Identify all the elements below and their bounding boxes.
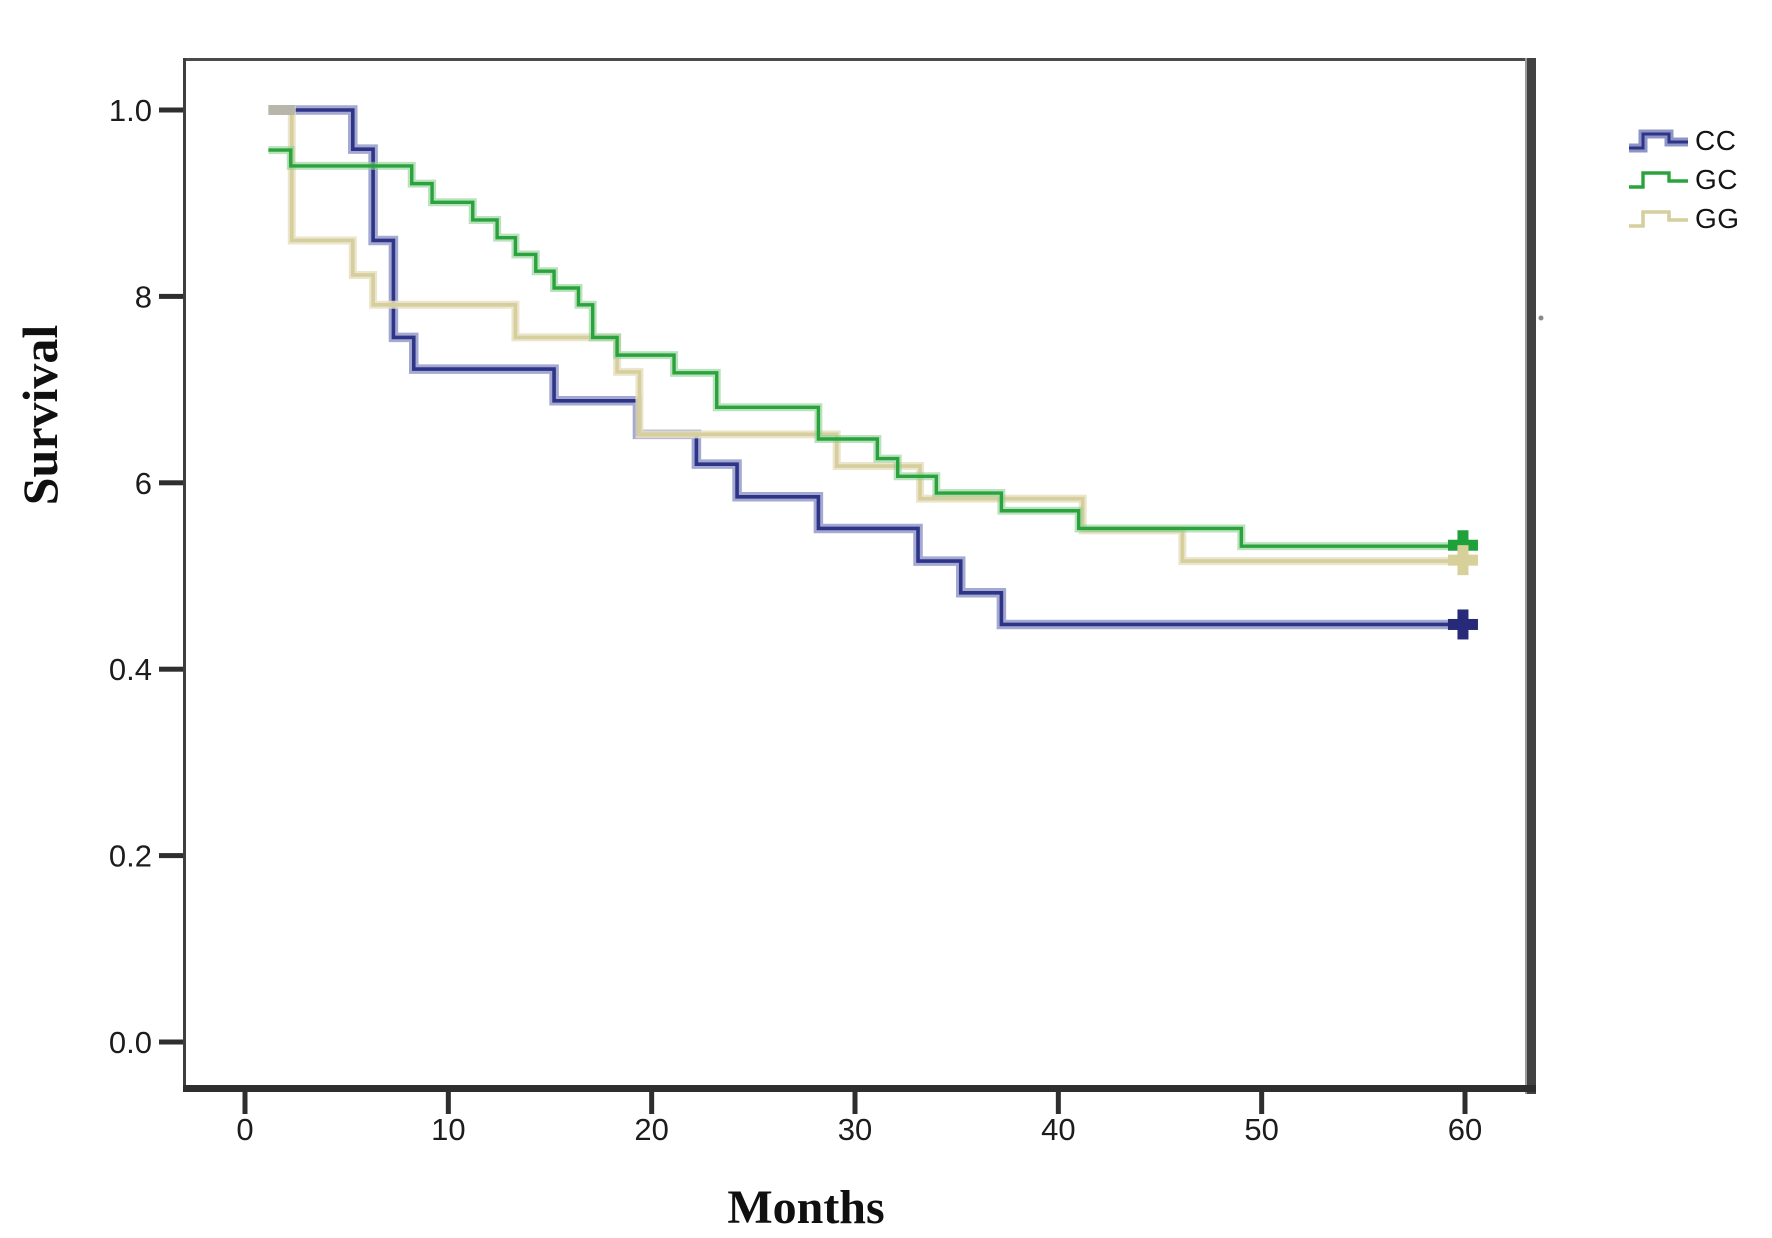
x-axis-title: Months xyxy=(727,1181,885,1234)
series-halo-gc xyxy=(268,146,1478,551)
plot-frame-left xyxy=(183,58,186,1088)
legend-label: GC xyxy=(1695,163,1738,195)
x-tick-label: 10 xyxy=(431,1112,465,1147)
plot-frame-right-light xyxy=(1525,58,1527,1094)
y-tick xyxy=(159,293,183,299)
x-tick xyxy=(1259,1092,1265,1114)
gg-step-line-icon xyxy=(1629,209,1688,228)
series-line-gg xyxy=(268,108,1478,563)
x-tick-label: 50 xyxy=(1244,1112,1278,1147)
plot-frame-bottom xyxy=(183,1085,1536,1092)
y-tick-label: 1.0 xyxy=(109,93,152,128)
y-tick xyxy=(159,666,183,672)
y-tick xyxy=(159,1039,183,1045)
legend: CC GC GG xyxy=(1626,121,1740,238)
x-tick-label: 0 xyxy=(236,1112,253,1147)
x-tick-label: 60 xyxy=(1448,1112,1482,1147)
cc-step-line-icon xyxy=(1629,129,1688,152)
censor-mark-gg xyxy=(1457,545,1469,576)
legend-label: CC xyxy=(1695,124,1737,156)
plot-frame-right xyxy=(1527,58,1536,1094)
x-tick-label: 30 xyxy=(838,1112,872,1147)
y-tick-label: 0.0 xyxy=(109,1025,152,1060)
x-tick-label: 20 xyxy=(634,1112,668,1147)
legend-label: GG xyxy=(1695,202,1740,234)
y-tick-label: 6 xyxy=(135,466,152,501)
y-tick-label: 0.4 xyxy=(109,652,152,687)
legend-item-gc: GC xyxy=(1626,160,1740,199)
y-tick xyxy=(159,853,183,859)
y-tick xyxy=(159,480,183,486)
legend-item-gg: GG xyxy=(1626,199,1740,238)
gc-step-line-icon xyxy=(1629,170,1688,189)
y-tick xyxy=(159,107,183,113)
y-tick-label: 8 xyxy=(135,279,152,314)
x-tick xyxy=(852,1092,858,1114)
legend-item-cc: CC xyxy=(1626,121,1740,160)
x-tick xyxy=(1462,1092,1468,1114)
series-halo-gg xyxy=(268,106,1478,566)
x-tick xyxy=(649,1092,655,1114)
x-tick xyxy=(242,1092,248,1114)
plot-frame-top xyxy=(183,58,1530,61)
x-tick-label: 40 xyxy=(1041,1112,1075,1147)
series-line-gc xyxy=(268,148,1478,548)
x-tick xyxy=(445,1092,451,1114)
y-axis-title: Survival xyxy=(12,324,68,506)
speck-artifact xyxy=(1538,315,1544,321)
y-tick-label: 0.2 xyxy=(109,839,152,874)
censor-mark-cc xyxy=(1457,609,1469,640)
x-tick xyxy=(1055,1092,1061,1114)
